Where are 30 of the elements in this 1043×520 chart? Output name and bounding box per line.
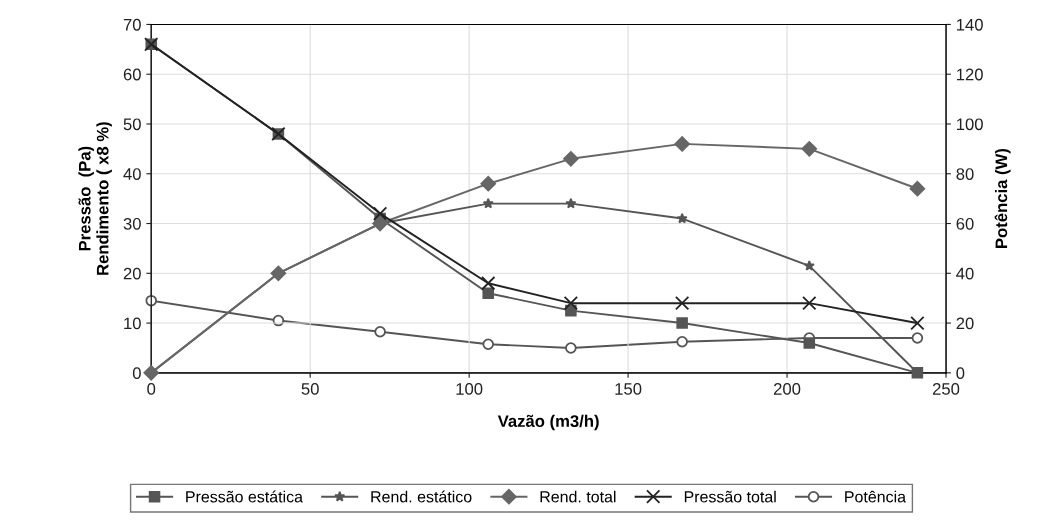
x-tick-label: 250: [932, 383, 960, 395]
y-tick-label: 30: [123, 217, 141, 230]
y2-tick-label: 40: [956, 267, 974, 280]
x-tick-label: 100: [456, 383, 483, 395]
y2-axis-title: Potência (W): [994, 149, 1011, 248]
legend-label: Rend. total: [540, 490, 616, 503]
y-tick-label: 40: [123, 168, 141, 180]
y-tick-label: 60: [123, 68, 141, 81]
y2-tick-label: 60: [956, 217, 974, 230]
x-tick-label: 150: [615, 383, 642, 395]
y-tick-label: 20: [123, 267, 141, 280]
legend-label: Pressão total: [684, 490, 776, 503]
legend-label: Potência: [845, 490, 907, 503]
x-tick-label: 0: [147, 383, 156, 395]
legend-label: Pressão estática: [186, 490, 303, 503]
y2-tick-label: 0: [956, 367, 965, 380]
y-tick-label: 10: [124, 317, 141, 330]
y2-tick-label: 80: [956, 168, 974, 180]
y2-tick-label: 140: [956, 18, 983, 31]
x-axis-title: Vazão (m3/h): [497, 414, 599, 431]
y2-tick-label: 120: [956, 68, 983, 81]
x-tick-label: 50: [301, 383, 319, 395]
y-tick-label: 70: [123, 18, 141, 31]
legend-label: Rend. estático: [371, 490, 472, 503]
x-tick-label: 200: [773, 383, 801, 395]
y-axis-title: Pressão (Pa) Rendimento ( x8 %): [78, 122, 112, 275]
y-tick-label: 0: [132, 367, 141, 380]
y-tick-label: 50: [123, 118, 141, 131]
y2-tick-label: 20: [956, 317, 974, 330]
y2-tick-label: 100: [956, 118, 983, 131]
